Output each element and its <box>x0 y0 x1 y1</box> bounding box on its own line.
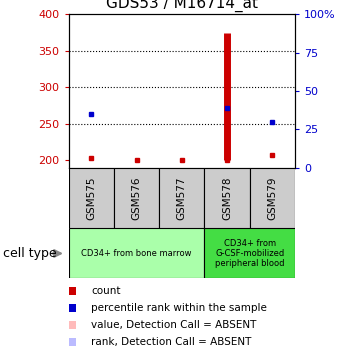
Text: value, Detection Call = ABSENT: value, Detection Call = ABSENT <box>91 320 256 330</box>
Bar <box>204 168 250 228</box>
Text: GSM578: GSM578 <box>222 176 232 220</box>
Text: cell type: cell type <box>3 247 57 260</box>
Bar <box>159 168 204 228</box>
Text: GSM575: GSM575 <box>86 176 96 220</box>
Text: rank, Detection Call = ABSENT: rank, Detection Call = ABSENT <box>91 337 251 347</box>
Text: CD34+ from bone marrow: CD34+ from bone marrow <box>81 249 192 258</box>
Text: percentile rank within the sample: percentile rank within the sample <box>91 303 267 313</box>
Bar <box>250 168 295 228</box>
Text: CD34+ from
G-CSF-mobilized
peripheral blood: CD34+ from G-CSF-mobilized peripheral bl… <box>215 238 284 268</box>
Text: count: count <box>91 286 120 296</box>
Text: GSM577: GSM577 <box>177 176 187 220</box>
Title: GDS53 / M16714_at: GDS53 / M16714_at <box>106 0 258 11</box>
Text: GSM576: GSM576 <box>131 176 142 220</box>
Bar <box>114 168 159 228</box>
Text: GSM579: GSM579 <box>267 176 277 220</box>
Bar <box>69 228 204 278</box>
Bar <box>204 228 295 278</box>
Bar <box>69 168 114 228</box>
